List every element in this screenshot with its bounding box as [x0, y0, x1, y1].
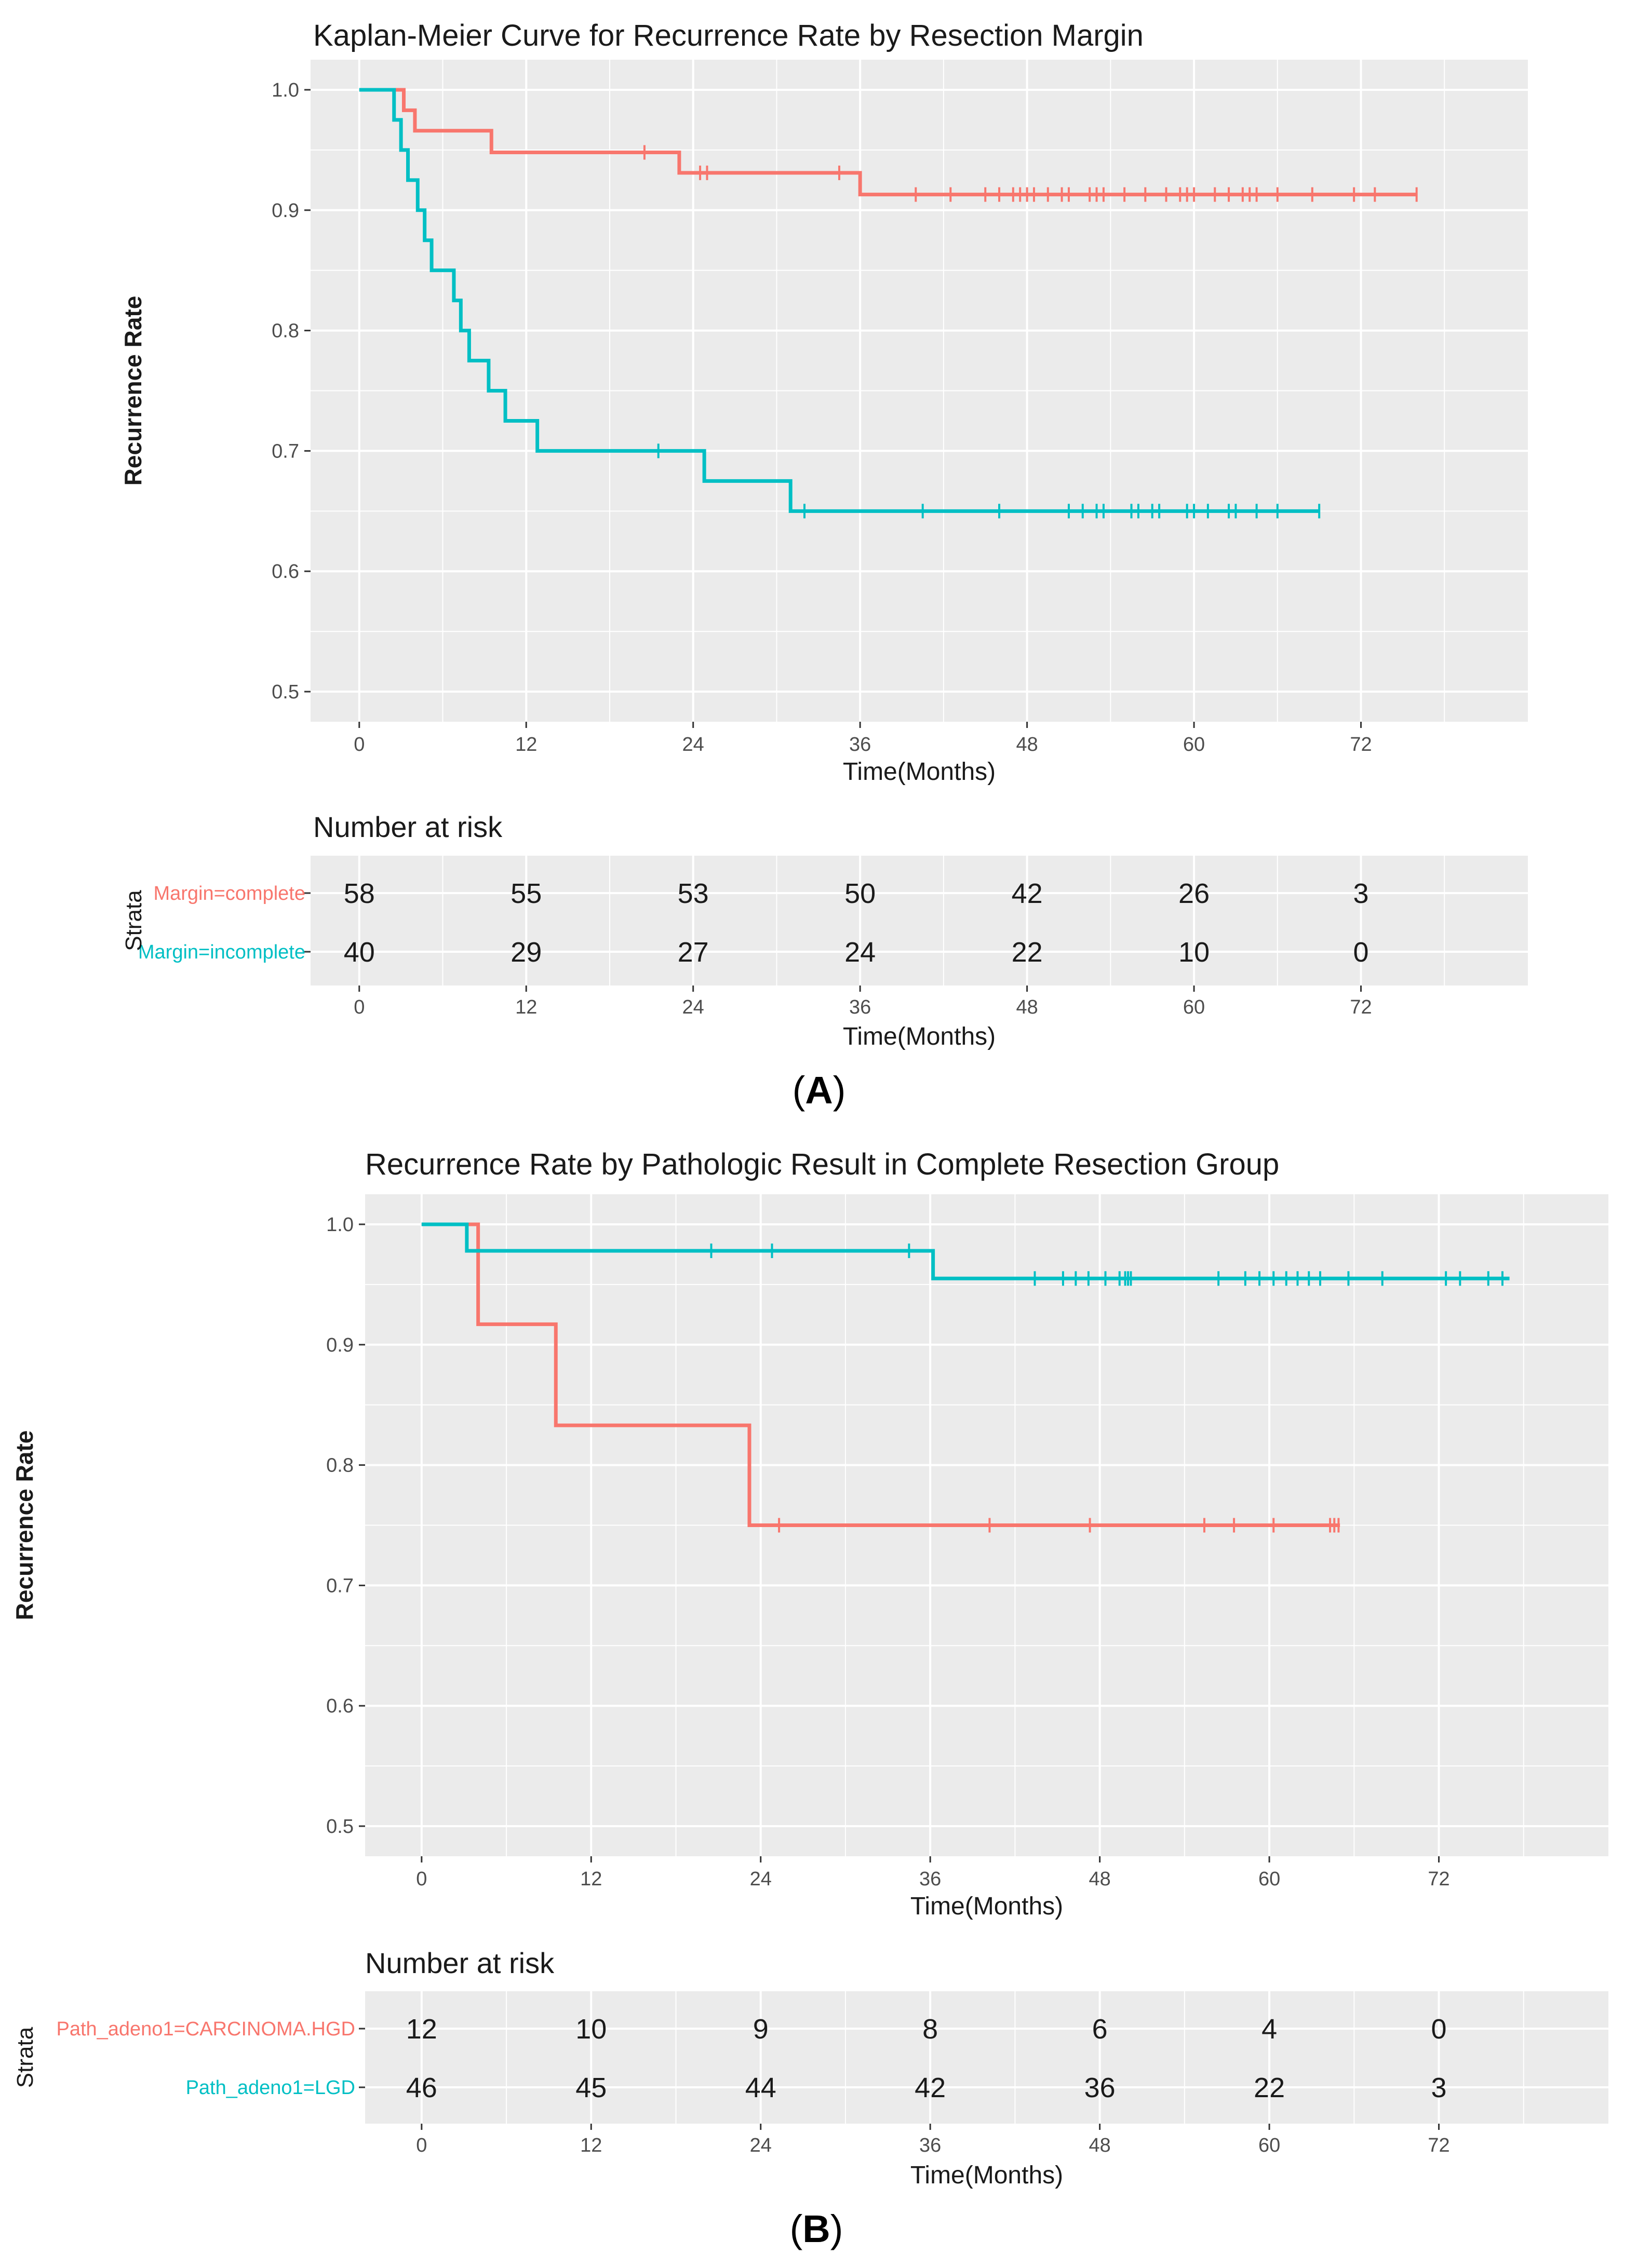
risk-value: 4: [1261, 2014, 1277, 2045]
risk-value: 10: [1178, 937, 1210, 968]
y-tick-label: 0.5: [272, 681, 299, 703]
chart-title: Kaplan-Meier Curve for Recurrence Rate b…: [313, 19, 1144, 52]
x-tick-label: 12: [515, 734, 537, 755]
risk-value: 10: [575, 2014, 607, 2045]
risk-x-tick-label: 36: [849, 996, 871, 1018]
risk-value: 42: [1012, 878, 1043, 909]
risk-value: 55: [511, 878, 542, 909]
risk-value: 50: [844, 878, 876, 909]
risk-value: 36: [1084, 2072, 1116, 2103]
risk-value: 45: [575, 2072, 607, 2103]
y-tick-label: 0.6: [326, 1695, 354, 1717]
risk-x-tick-label: 72: [1428, 2135, 1449, 2156]
x-tick-label: 48: [1089, 1868, 1110, 1890]
risk-x-tick-label: 60: [1258, 2135, 1280, 2156]
strata-label: Margin=complete: [153, 883, 305, 905]
risk-value: 3: [1431, 2072, 1447, 2103]
risk-x-tick-label: 48: [1089, 2135, 1110, 2156]
risk-value: 53: [678, 878, 709, 909]
series-2: [359, 88, 1321, 519]
risk-value: 0: [1353, 937, 1369, 968]
risk-value: 8: [922, 2014, 938, 2045]
risk-value: 44: [745, 2072, 776, 2103]
x-tick-label: 0: [416, 1868, 427, 1890]
series-2: [421, 1222, 1510, 1286]
x-tick-label: 72: [1428, 1868, 1449, 1890]
risk-value: 0: [1431, 2014, 1447, 2045]
strata-label: Path_adeno1=CARCINOMA.HGD: [56, 2018, 355, 2040]
risk-value: 26: [1178, 878, 1210, 909]
risk-x-axis-title: Time(Months): [910, 2162, 1063, 2189]
x-tick-label: 12: [580, 1868, 602, 1890]
risk-value: 24: [844, 937, 876, 968]
risk-value: 46: [406, 2072, 437, 2103]
survival-curve: [421, 1222, 1340, 1527]
x-axis-title: Time(Months): [843, 758, 996, 786]
risk-table-title: Number at risk: [313, 811, 503, 843]
chart-title: Recurrence Rate by Pathologic Result in …: [365, 1148, 1279, 1181]
risk-x-tick-label: 12: [580, 2135, 602, 2156]
y-tick-label: 0.8: [272, 320, 299, 342]
y-tick-label: 0.9: [272, 200, 299, 222]
x-tick-label: 36: [849, 734, 871, 755]
risk-x-tick-label: 24: [682, 996, 704, 1018]
risk-x-tick-label: 60: [1183, 996, 1205, 1018]
risk-value: 6: [1092, 2014, 1108, 2045]
x-tick-label: 60: [1183, 734, 1205, 755]
y-tick-label: 0.6: [272, 561, 299, 583]
risk-x-tick-label: 24: [750, 2135, 772, 2156]
y-tick-label: 0.9: [326, 1334, 354, 1356]
y-tick-label: 1.0: [326, 1214, 354, 1236]
x-axis-title: Time(Months): [910, 1893, 1063, 1920]
strata-label: Margin=incomplete: [138, 941, 305, 963]
x-tick-label: 60: [1258, 1868, 1280, 1890]
survival-curve: [359, 88, 1320, 513]
risk-x-tick-label: 0: [416, 2135, 427, 2156]
risk-x-axis-title: Time(Months): [843, 1023, 996, 1050]
strata-axis-title: Strata: [12, 2027, 38, 2088]
risk-value: 29: [511, 937, 542, 968]
risk-value: 27: [678, 937, 709, 968]
risk-table-panel: [311, 856, 1528, 986]
x-tick-label: 72: [1350, 734, 1372, 755]
risk-value: 42: [915, 2072, 946, 2103]
risk-x-tick-label: 36: [919, 2135, 941, 2156]
x-tick-label: 0: [354, 734, 365, 755]
risk-table-title: Number at risk: [365, 1947, 555, 1979]
strata-label: Path_adeno1=LGD: [186, 2077, 355, 2099]
risk-value: 9: [753, 2014, 769, 2045]
risk-value: 12: [406, 2014, 437, 2045]
risk-value: 40: [344, 937, 375, 968]
y-tick-label: 0.8: [326, 1455, 354, 1477]
chart-a: Kaplan-Meier Curve for Recurrence Rate b…: [119, 19, 1528, 1112]
risk-x-tick-label: 72: [1350, 996, 1372, 1018]
risk-value: 22: [1012, 937, 1043, 968]
risk-value: 58: [344, 878, 375, 909]
risk-x-tick-label: 0: [354, 996, 365, 1018]
risk-value: 22: [1254, 2072, 1285, 2103]
y-tick-label: 0.7: [272, 440, 299, 462]
x-tick-label: 24: [750, 1868, 772, 1890]
series-1: [359, 88, 1418, 202]
chart-b: Recurrence Rate by Pathologic Result in …: [11, 1148, 1608, 2250]
risk-x-tick-label: 12: [515, 996, 537, 1018]
y-axis-title: Recurrence Rate: [11, 1430, 38, 1621]
x-tick-label: 48: [1016, 734, 1038, 755]
panel-label: (A): [793, 1069, 846, 1112]
risk-value: 3: [1353, 878, 1369, 909]
strata-axis-title: Strata: [121, 890, 146, 951]
survival-curve: [421, 1222, 1510, 1280]
panel-label: (B): [790, 2207, 843, 2250]
risk-x-tick-label: 48: [1016, 996, 1038, 1018]
x-tick-label: 36: [919, 1868, 941, 1890]
survival-curve: [359, 88, 1417, 197]
y-axis-title: Recurrence Rate: [119, 296, 146, 486]
series-1: [421, 1222, 1340, 1533]
y-tick-label: 0.5: [326, 1816, 354, 1838]
risk-table-panel: [365, 1991, 1608, 2124]
x-tick-label: 24: [682, 734, 704, 755]
y-tick-label: 1.0: [272, 79, 299, 101]
y-tick-label: 0.7: [326, 1575, 354, 1597]
